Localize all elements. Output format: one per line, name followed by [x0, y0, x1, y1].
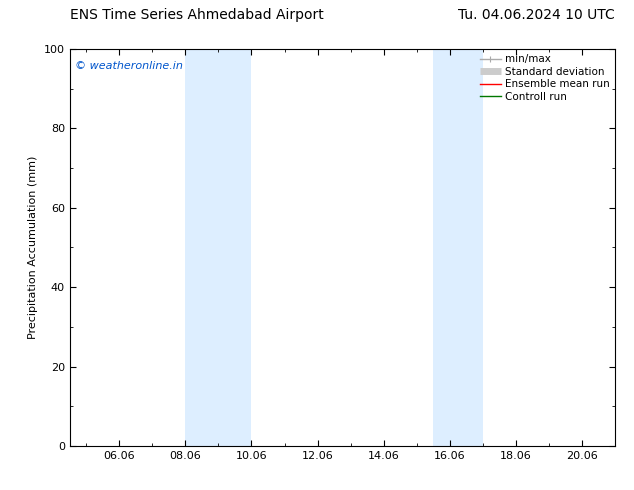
Bar [185, 49, 252, 446]
Text: ENS Time Series Ahmedabad Airport: ENS Time Series Ahmedabad Airport [70, 8, 323, 22]
Legend: min/max, Standard deviation, Ensemble mean run, Controll run: min/max, Standard deviation, Ensemble me… [477, 51, 613, 105]
Text: © weatheronline.in: © weatheronline.in [75, 61, 183, 71]
Y-axis label: Precipitation Accumulation (mm): Precipitation Accumulation (mm) [29, 156, 38, 339]
Text: Tu. 04.06.2024 10 UTC: Tu. 04.06.2024 10 UTC [458, 8, 615, 22]
Bar [433, 49, 483, 446]
